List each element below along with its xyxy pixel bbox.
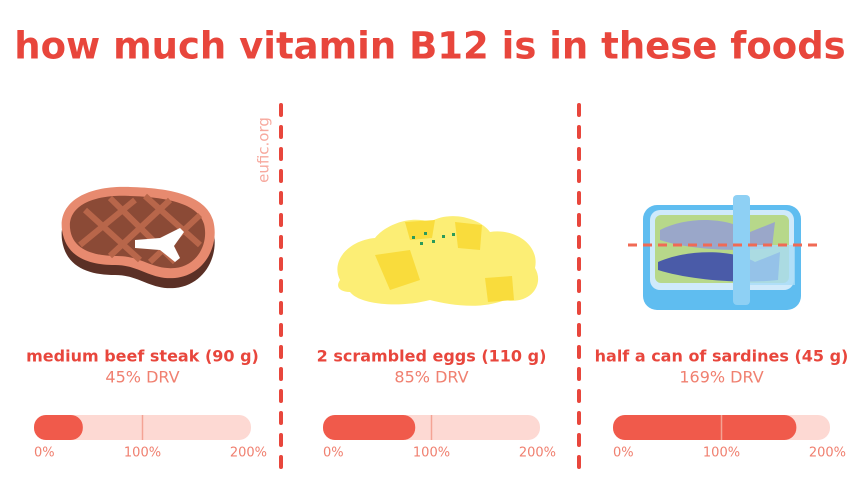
title: how much vitamin B12 is in these foods	[14, 25, 845, 68]
x-tick-label: 200%	[519, 446, 556, 461]
value-label: 85% DRV	[394, 368, 468, 387]
bar	[34, 415, 83, 440]
item-label: 2 scrambled eggs (110 g)	[317, 347, 547, 366]
sardines-illustration	[628, 195, 818, 310]
bar	[613, 415, 797, 440]
item-label: half a can of sardines (45 g)	[595, 347, 849, 366]
x-tick-label: 200%	[230, 446, 267, 461]
x-tick-label: 200%	[809, 446, 846, 461]
bar	[323, 415, 416, 440]
x-tick-label: 100%	[413, 446, 450, 461]
x-tick-label: 0%	[34, 446, 55, 461]
x-tick-label: 100%	[124, 446, 161, 461]
x-tick-label: 0%	[613, 446, 634, 461]
x-tick-label: 100%	[703, 446, 740, 461]
source: eufic.org	[255, 117, 273, 183]
value-label: 45% DRV	[105, 368, 179, 387]
item-label: medium beef steak (90 g)	[26, 347, 259, 366]
steak-illustration	[61, 186, 215, 289]
x-tick-label: 0%	[323, 446, 344, 461]
value-label: 169% DRV	[679, 368, 763, 387]
eggs-illustration	[337, 216, 539, 306]
